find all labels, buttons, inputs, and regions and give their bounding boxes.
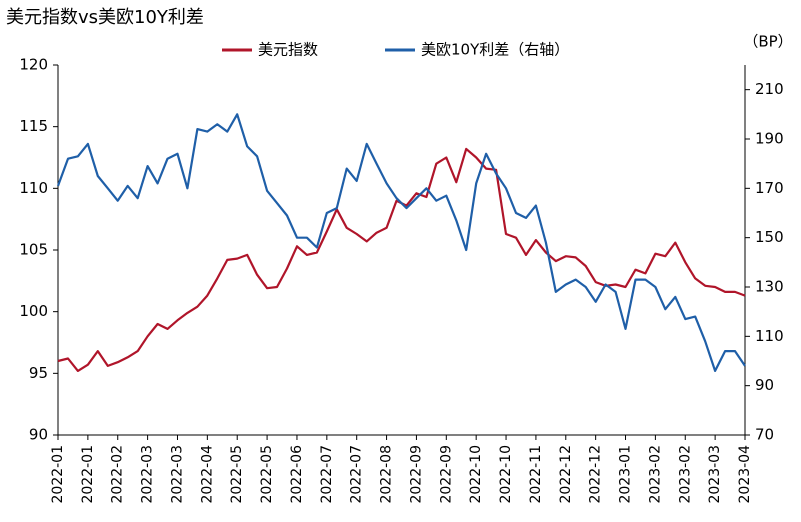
y2-tick-label: 110 (755, 327, 784, 345)
x-tick-label: 2022-05 (259, 445, 275, 504)
x-tick-label: 2022-10 (498, 445, 514, 504)
x-tick-label: 2022-12 (588, 445, 604, 504)
y-tick-label: 105 (19, 241, 48, 259)
x-tick-label: 2022-04 (199, 445, 215, 504)
x-tick-label: 2022-01 (50, 445, 66, 504)
y-tick-label: 110 (19, 179, 48, 197)
legend-label: 美元指数 (258, 41, 318, 59)
line-series (57, 147, 746, 372)
y-tick-label: 100 (19, 302, 48, 320)
x-tick-label: 2022-12 (558, 445, 574, 504)
x-tick-label: 2023-04 (737, 445, 753, 504)
x-tick-label: 2023-02 (677, 445, 693, 504)
y2-tick-label: 210 (755, 80, 784, 98)
x-tick-label: 2022-05 (229, 445, 245, 504)
x-tick-label: 2022-11 (528, 445, 544, 504)
chart-title: 美元指数vs美欧10Y利差 (6, 7, 204, 28)
y2-tick-label: 170 (755, 179, 784, 197)
x-tick-label: 2023-02 (647, 445, 663, 504)
line-series (56, 113, 746, 372)
x-tick-label: 2022-09 (408, 445, 424, 504)
x-tick-label: 2023-03 (707, 445, 723, 504)
y2-axis-label: （BP） (743, 33, 792, 51)
x-tick-label: 2023-01 (618, 445, 634, 504)
x-tick-label: 2022-03 (169, 445, 185, 504)
y-tick-label: 115 (19, 117, 48, 135)
y2-tick-label: 130 (755, 278, 784, 296)
y2-tick-label: 190 (755, 130, 784, 148)
x-tick-label: 2022-10 (468, 445, 484, 504)
x-tick-label: 2022-08 (379, 445, 395, 504)
x-tick-label: 2022-01 (80, 445, 96, 504)
x-tick-label: 2022-07 (349, 445, 365, 504)
x-tick-label: 2022-06 (289, 445, 305, 504)
x-tick-label: 2022-09 (438, 445, 454, 504)
legend-label: 美欧10Y利差（右轴） (421, 41, 569, 59)
x-tick-label: 2022-03 (140, 445, 156, 504)
y-tick-label: 120 (19, 56, 48, 74)
y2-tick-label: 70 (755, 426, 774, 444)
x-tick-label: 2022-07 (319, 445, 335, 504)
y-tick-label: 90 (29, 426, 48, 444)
y2-tick-label: 150 (755, 228, 784, 246)
y2-tick-label: 90 (755, 376, 774, 394)
y-tick-label: 95 (29, 364, 48, 382)
x-tick-label: 2022-02 (110, 445, 126, 504)
